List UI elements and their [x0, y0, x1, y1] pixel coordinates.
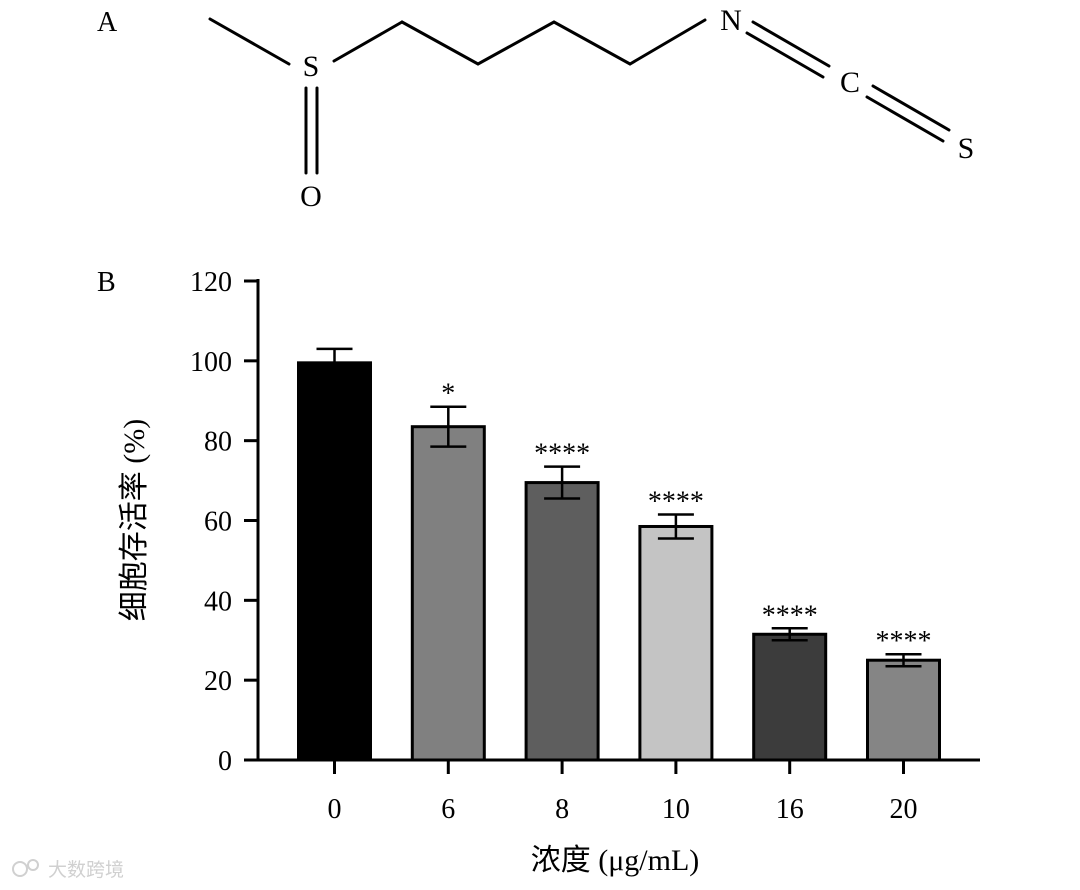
bond-n-c-1 [751, 20, 831, 68]
bond-ch3-s [208, 17, 291, 66]
atom-nitrogen: N [720, 4, 742, 37]
panel-a-label: A [97, 7, 118, 38]
atom-oxygen: O [300, 180, 322, 213]
bar [866, 658, 941, 762]
y-tick-label: 40 [204, 586, 232, 617]
x-axis-label: 浓度 (μg/mL) [531, 844, 700, 877]
watermark: 大数跨境 [12, 859, 124, 881]
y-tick-label: 80 [204, 427, 232, 458]
atom-carbon: C [840, 66, 860, 99]
y-tick-label: 100 [190, 347, 232, 378]
bar [752, 632, 828, 762]
bar [638, 524, 714, 762]
panel-b-label: B [97, 267, 116, 298]
significance-label: **** [648, 487, 704, 518]
bond-c-s-2 [865, 95, 945, 143]
significance-label: **** [876, 626, 932, 657]
y-tick-label: 120 [190, 267, 232, 298]
x-tick-label: 10 [662, 794, 690, 825]
x-tick-label: 0 [328, 794, 342, 825]
bar [297, 361, 372, 762]
x-tick-label: 20 [890, 794, 918, 825]
atom-sulfur-sulfinyl: S [303, 50, 320, 83]
bar [524, 481, 600, 762]
bond-butyl-chain [400, 18, 707, 66]
x-tick-label: 16 [776, 794, 804, 825]
significance-label: * [441, 379, 455, 410]
panel-a: A S O N C S [97, 4, 974, 213]
bar [410, 425, 486, 762]
bond-c-s-1 [871, 84, 951, 132]
panel-b: B 0 20 40 60 80 100 120 0 6 * 8 **** 10 **** 16 **** 20 *… [97, 267, 980, 877]
bond-n-c-2 [745, 31, 825, 79]
watermark-logo-icon [12, 861, 28, 877]
y-tick-label: 60 [204, 507, 232, 538]
bond-s-ch2 [332, 20, 404, 63]
y-tick-label: 0 [218, 746, 232, 777]
plot-area: 0 20 40 60 80 100 120 0 6 * 8 **** 10 **** 16 **** 20 ***… [190, 267, 980, 825]
significance-label: **** [762, 600, 818, 631]
structure-bonds [208, 17, 951, 175]
y-axis-label: 细胞存活率 (%) [118, 419, 151, 621]
x-tick-label: 8 [555, 794, 569, 825]
watermark-logo-icon-inner [27, 859, 39, 871]
y-tick-label: 20 [204, 666, 232, 697]
x-tick-label: 6 [441, 794, 455, 825]
significance-label: **** [534, 439, 590, 470]
watermark-text: 大数跨境 [48, 859, 124, 881]
atom-sulfur-thio: S [958, 132, 975, 165]
